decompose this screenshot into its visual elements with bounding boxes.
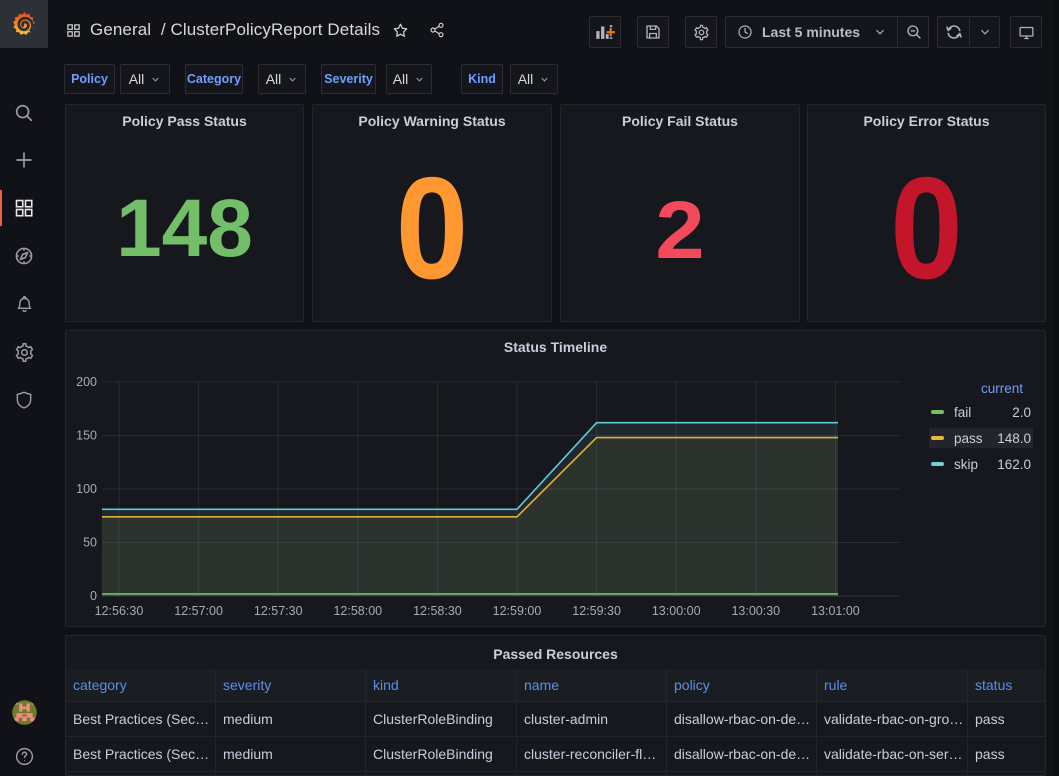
svg-text:12:57:00: 12:57:00 [174,604,223,618]
svg-text:13:00:00: 13:00:00 [652,604,701,618]
svg-text:148.0: 148.0 [997,431,1031,446]
svg-text:13:01:00: 13:01:00 [811,604,860,618]
svg-text:0: 0 [90,589,97,603]
svg-text:12:58:00: 12:58:00 [333,604,382,618]
svg-text:162.0: 162.0 [997,457,1031,472]
svg-text:12:59:00: 12:59:00 [493,604,542,618]
svg-text:12:58:30: 12:58:30 [413,604,462,618]
svg-text:12:59:30: 12:59:30 [572,604,621,618]
svg-text:fail: fail [954,405,971,420]
svg-text:current: current [981,381,1023,396]
svg-text:100: 100 [76,482,97,496]
svg-text:12:56:30: 12:56:30 [95,604,144,618]
svg-text:2.0: 2.0 [1012,405,1031,420]
svg-text:pass: pass [954,431,983,446]
svg-text:150: 150 [76,429,97,443]
svg-text:skip: skip [954,457,978,472]
svg-text:50: 50 [83,536,97,550]
svg-text:13:00:30: 13:00:30 [731,604,780,618]
svg-text:12:57:30: 12:57:30 [254,604,303,618]
svg-text:200: 200 [76,375,97,389]
